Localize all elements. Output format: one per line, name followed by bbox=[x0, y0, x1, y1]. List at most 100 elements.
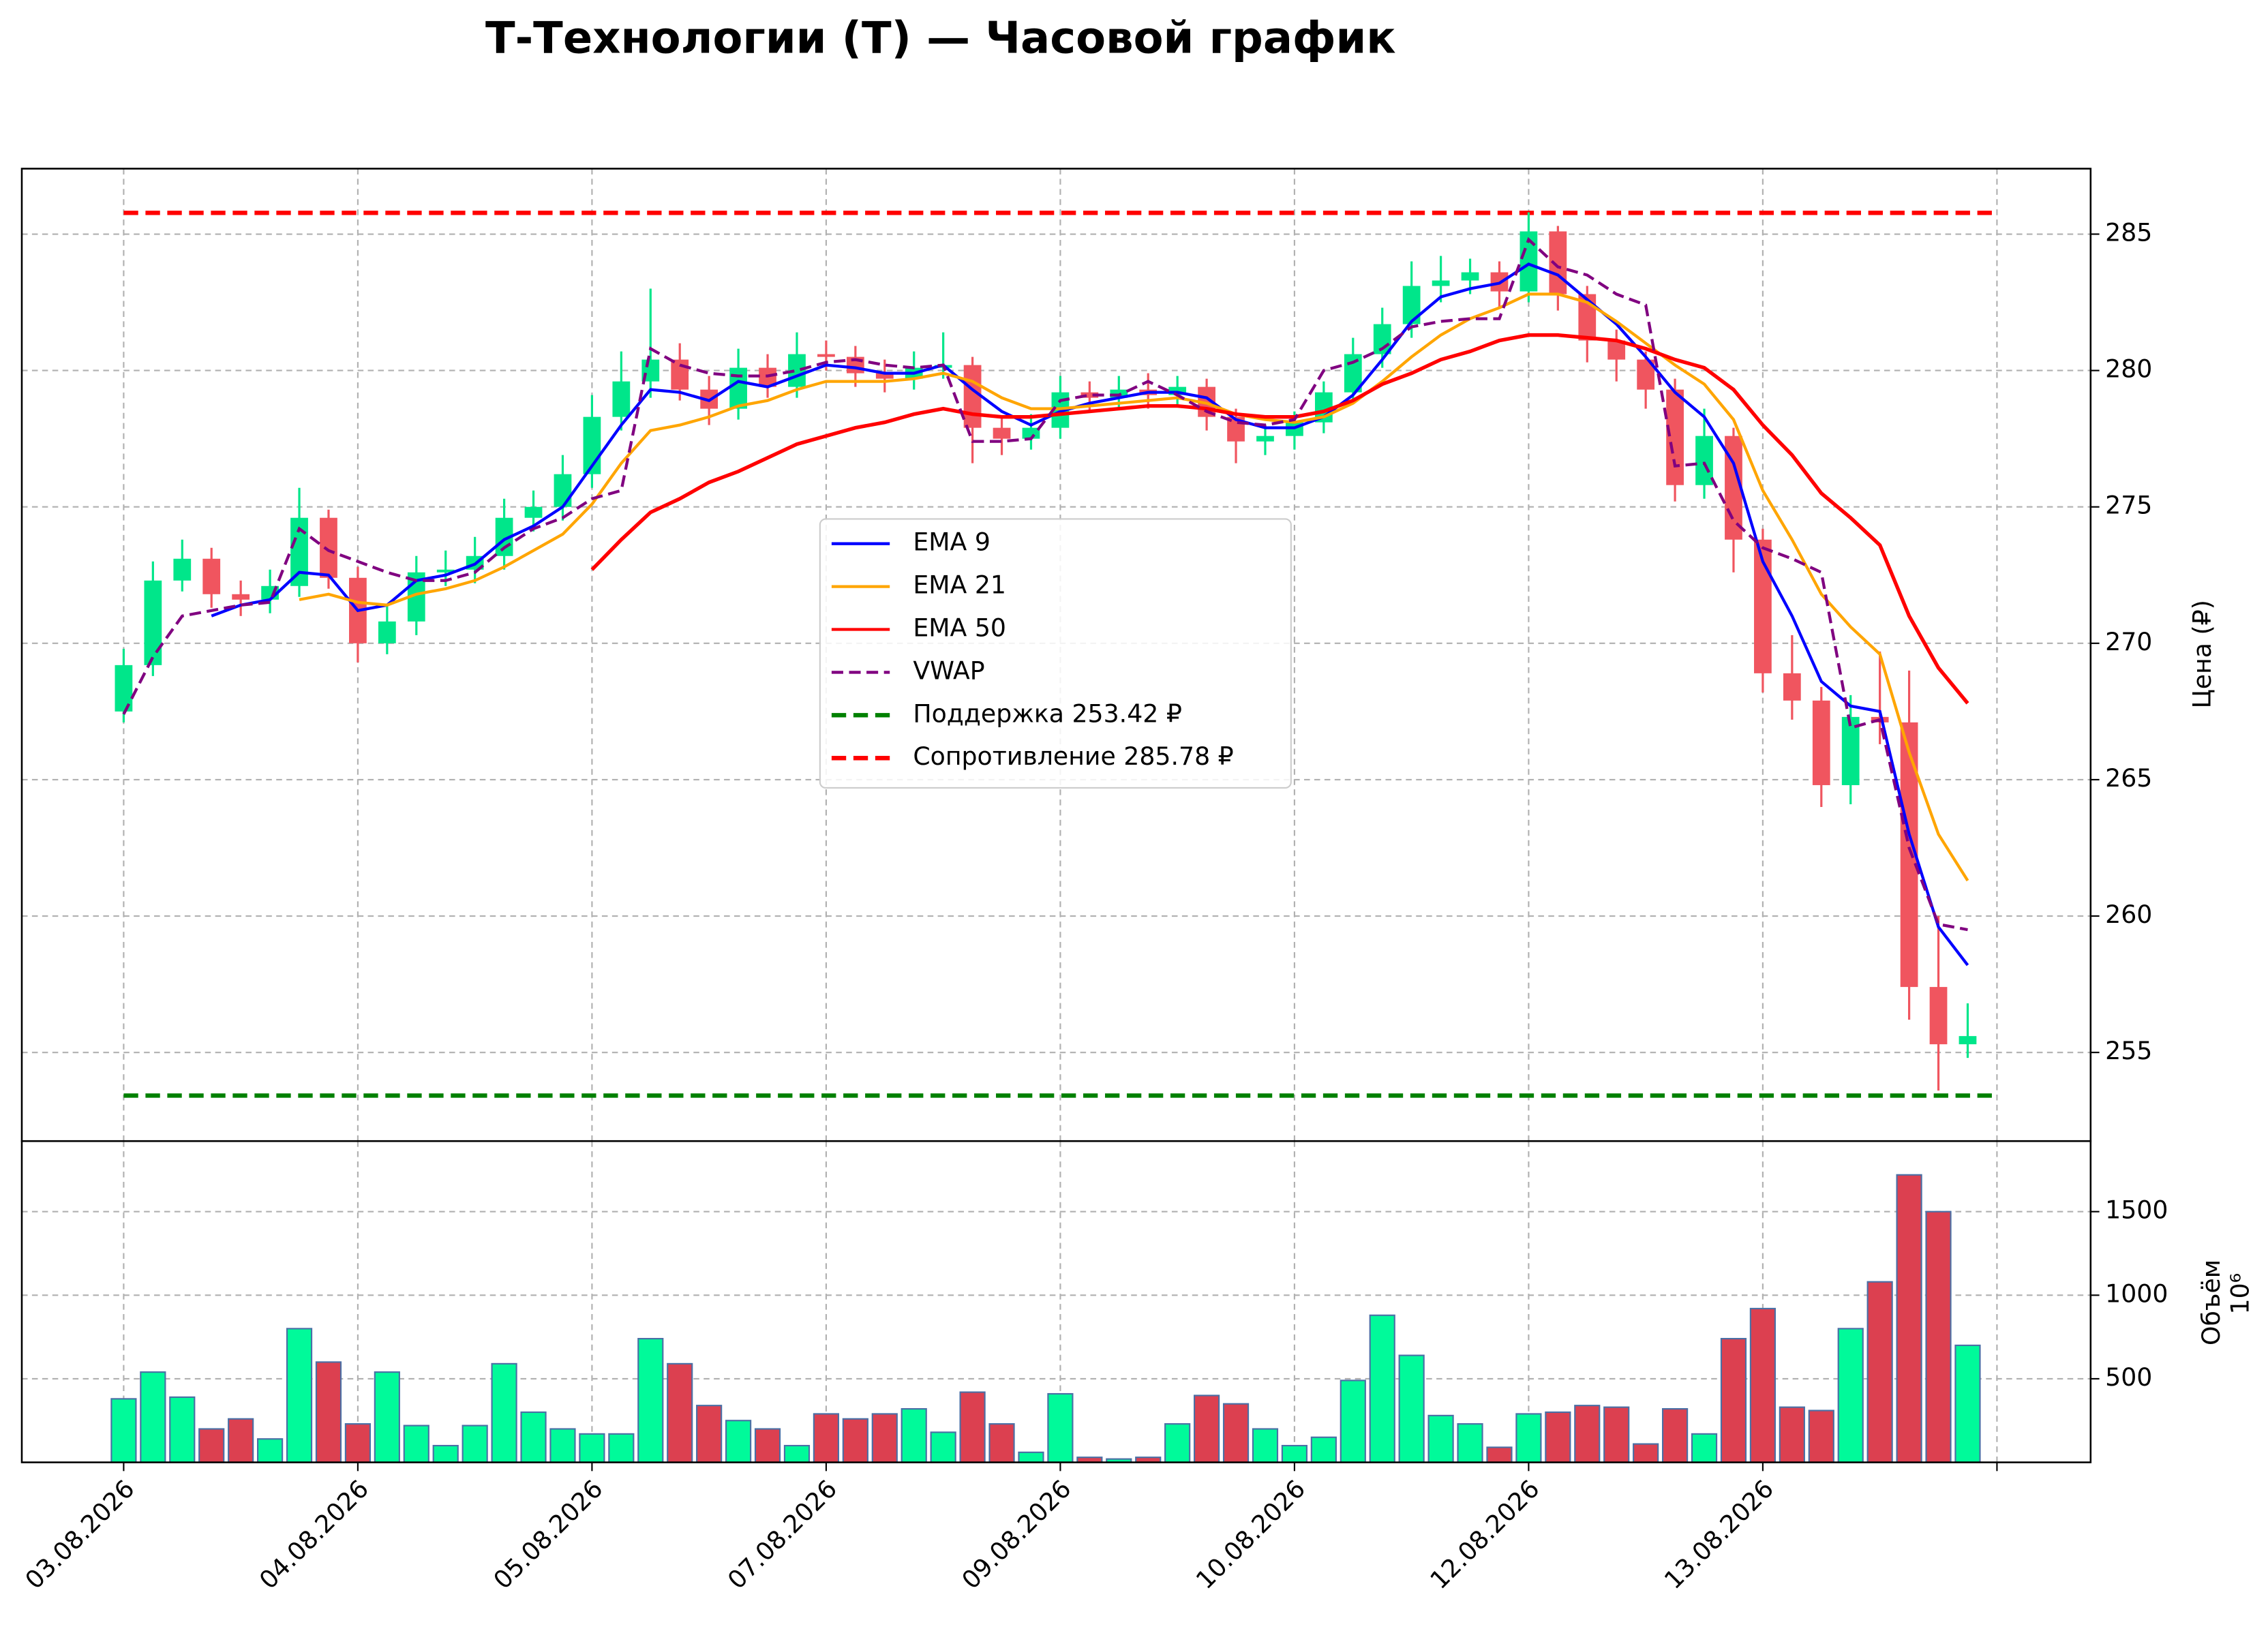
volume-bar bbox=[608, 1433, 635, 1463]
candle-body bbox=[1022, 427, 1040, 439]
candle-body bbox=[1695, 436, 1713, 485]
y-tick-label: 270 bbox=[2105, 627, 2152, 656]
candle-body bbox=[1080, 392, 1099, 398]
legend-label: EMA 9 bbox=[913, 528, 991, 557]
candle-body bbox=[554, 474, 572, 507]
legend-label: EMA 50 bbox=[913, 613, 1006, 643]
indicator-line bbox=[122, 237, 1968, 932]
volume-bar bbox=[1603, 1406, 1630, 1463]
volume-bar bbox=[1018, 1451, 1044, 1463]
volume-offset-label: 10⁶ bbox=[2226, 1273, 2255, 1315]
volume-bar bbox=[725, 1420, 752, 1463]
volume-bar bbox=[1779, 1406, 1805, 1463]
volume-bar bbox=[959, 1391, 986, 1463]
volume-bar bbox=[667, 1362, 693, 1463]
volume-bar bbox=[286, 1328, 313, 1463]
volume-bar bbox=[1515, 1413, 1542, 1463]
candle-body bbox=[1929, 987, 1948, 1045]
legend-label: Поддержка 253.42 ₽ bbox=[913, 699, 1182, 728]
volume-axis-label: Объём bbox=[2196, 1260, 2226, 1345]
volume-bar bbox=[1047, 1392, 1074, 1463]
candle-body bbox=[817, 354, 835, 357]
candle-body bbox=[144, 580, 162, 665]
volume-bar bbox=[1427, 1414, 1454, 1463]
volume-bar bbox=[1310, 1436, 1337, 1463]
candle-body bbox=[1256, 436, 1274, 442]
candle-body bbox=[963, 365, 982, 428]
candle-body bbox=[993, 427, 1011, 439]
candle-body bbox=[524, 506, 543, 518]
volume-bar bbox=[1837, 1328, 1864, 1463]
volume-bar bbox=[1340, 1380, 1366, 1463]
volume-bar bbox=[754, 1428, 781, 1463]
candle-body bbox=[1812, 700, 1830, 785]
volume-bar bbox=[198, 1428, 225, 1463]
candle-body bbox=[1666, 389, 1684, 485]
legend-box bbox=[819, 518, 1292, 789]
volume-bar bbox=[783, 1444, 811, 1463]
volume-bar bbox=[1252, 1428, 1279, 1463]
volume-bar bbox=[257, 1438, 284, 1463]
volume-bar bbox=[1749, 1307, 1776, 1463]
volume-tick-label: 500 bbox=[2105, 1362, 2152, 1392]
volume-bar bbox=[403, 1424, 429, 1463]
volume-bar bbox=[549, 1428, 576, 1463]
candle-body bbox=[173, 558, 192, 581]
y-tick-label: 285 bbox=[2105, 218, 2152, 247]
candle-body bbox=[115, 665, 133, 712]
volume-bar bbox=[988, 1423, 1015, 1463]
candle-body bbox=[378, 621, 396, 643]
volume-tick-label: 1000 bbox=[2105, 1279, 2168, 1308]
volume-bar bbox=[579, 1433, 605, 1463]
volume-bar bbox=[1164, 1423, 1191, 1463]
candle-body bbox=[1841, 716, 1860, 785]
volume-bar bbox=[169, 1396, 196, 1463]
candle-body bbox=[1461, 272, 1479, 281]
volume-bar bbox=[491, 1362, 517, 1463]
volume-bar bbox=[1369, 1314, 1395, 1463]
candle-body bbox=[729, 367, 747, 409]
candle-body bbox=[320, 517, 337, 578]
y-axis-label: Цена (₽) bbox=[2188, 600, 2217, 708]
volume-bar bbox=[930, 1431, 956, 1463]
volume-bar bbox=[110, 1398, 137, 1463]
volume-bar bbox=[228, 1418, 254, 1463]
volume-bar bbox=[1866, 1281, 1893, 1463]
y-tick-label: 255 bbox=[2105, 1036, 2152, 1065]
volume-bar bbox=[1954, 1344, 1981, 1463]
volume-bar bbox=[1720, 1338, 1747, 1463]
legend: EMA 9 EMA 21 EMA 50 VWAP Поддержка 253.42 ₽ С… bbox=[819, 518, 1292, 789]
volume-bar bbox=[520, 1411, 547, 1463]
y-tick-label: 280 bbox=[2105, 354, 2152, 384]
volume-bar bbox=[1896, 1174, 1922, 1463]
indicator-line bbox=[590, 333, 1969, 705]
volume-bar bbox=[696, 1405, 723, 1463]
candle-body bbox=[1959, 1036, 1977, 1045]
legend-label: EMA 21 bbox=[913, 570, 1006, 600]
volume-bar bbox=[1925, 1210, 1952, 1463]
volume-bar bbox=[1808, 1409, 1834, 1463]
volume-bar bbox=[1193, 1394, 1220, 1463]
candle-body bbox=[1432, 280, 1450, 286]
volume-bar bbox=[1661, 1408, 1689, 1463]
volume-bar bbox=[842, 1418, 868, 1463]
volume-bar bbox=[1691, 1433, 1718, 1463]
candle-body bbox=[202, 558, 221, 594]
volume-bar bbox=[1545, 1411, 1571, 1463]
volume-bar bbox=[1398, 1354, 1425, 1463]
volume-bar bbox=[315, 1361, 342, 1463]
y-tick-label: 275 bbox=[2105, 491, 2152, 520]
candle-body bbox=[1783, 673, 1801, 701]
volume-bar bbox=[813, 1413, 840, 1463]
indicator-line bbox=[211, 262, 1969, 966]
volume-bar bbox=[344, 1423, 372, 1463]
volume-bar bbox=[1457, 1423, 1483, 1463]
volume-bar bbox=[374, 1371, 400, 1463]
y-tick-label: 265 bbox=[2105, 763, 2152, 793]
volume-bar bbox=[871, 1413, 898, 1463]
candle-body bbox=[436, 569, 455, 573]
candle-body bbox=[232, 594, 250, 600]
volume-bar bbox=[637, 1338, 664, 1463]
indicator-line bbox=[299, 292, 1969, 882]
